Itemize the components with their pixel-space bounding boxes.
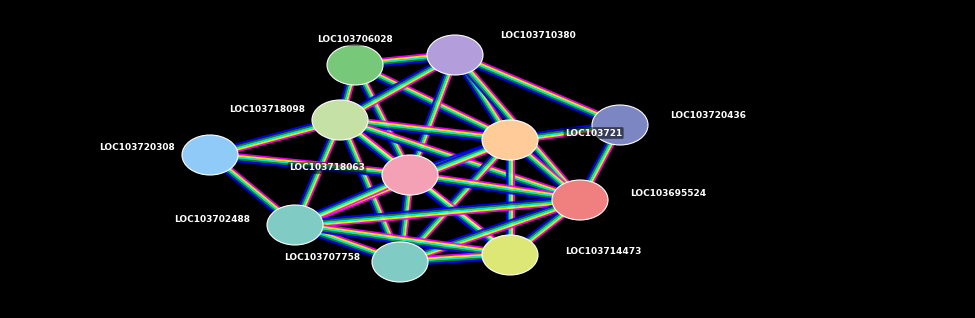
Text: LOC103714473: LOC103714473 xyxy=(565,247,642,257)
Ellipse shape xyxy=(267,205,323,245)
Text: LOC103720308: LOC103720308 xyxy=(99,143,175,153)
Text: LOC103721: LOC103721 xyxy=(565,128,622,137)
Ellipse shape xyxy=(427,35,483,75)
Text: LOC103707758: LOC103707758 xyxy=(284,253,360,262)
Ellipse shape xyxy=(372,242,428,282)
Ellipse shape xyxy=(482,235,538,275)
Text: LOC103706028: LOC103706028 xyxy=(317,36,393,45)
Text: LOC103710380: LOC103710380 xyxy=(500,31,576,39)
Text: LOC103720436: LOC103720436 xyxy=(670,110,746,120)
Text: LOC103718063: LOC103718063 xyxy=(290,163,365,172)
Ellipse shape xyxy=(592,105,648,145)
Text: LOC103695524: LOC103695524 xyxy=(630,189,706,197)
Ellipse shape xyxy=(327,45,383,85)
Ellipse shape xyxy=(182,135,238,175)
Ellipse shape xyxy=(482,120,538,160)
Text: LOC103718098: LOC103718098 xyxy=(229,106,305,114)
Ellipse shape xyxy=(382,155,438,195)
Ellipse shape xyxy=(312,100,368,140)
Text: LOC103702488: LOC103702488 xyxy=(174,216,250,225)
Ellipse shape xyxy=(552,180,608,220)
